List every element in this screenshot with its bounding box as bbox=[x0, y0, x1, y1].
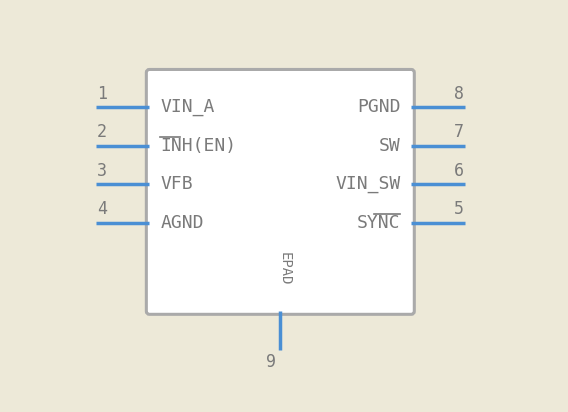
Text: VIN_SW: VIN_SW bbox=[335, 175, 400, 193]
Text: VFB: VFB bbox=[160, 175, 193, 193]
Text: 2: 2 bbox=[97, 123, 107, 141]
Text: INH(EN): INH(EN) bbox=[160, 137, 236, 154]
Text: EPAD: EPAD bbox=[277, 252, 291, 286]
Text: 9: 9 bbox=[266, 353, 277, 371]
Text: 3: 3 bbox=[97, 162, 107, 180]
Text: SW: SW bbox=[379, 137, 400, 154]
Text: 6: 6 bbox=[454, 162, 463, 180]
Text: SYNC: SYNC bbox=[357, 214, 400, 232]
Text: VIN_A: VIN_A bbox=[160, 98, 215, 116]
Text: 8: 8 bbox=[454, 84, 463, 103]
Text: 4: 4 bbox=[97, 200, 107, 218]
Text: PGND: PGND bbox=[357, 98, 400, 116]
FancyBboxPatch shape bbox=[147, 70, 414, 314]
Text: 7: 7 bbox=[454, 123, 463, 141]
Text: 5: 5 bbox=[454, 200, 463, 218]
Text: AGND: AGND bbox=[160, 214, 204, 232]
Text: 1: 1 bbox=[97, 84, 107, 103]
